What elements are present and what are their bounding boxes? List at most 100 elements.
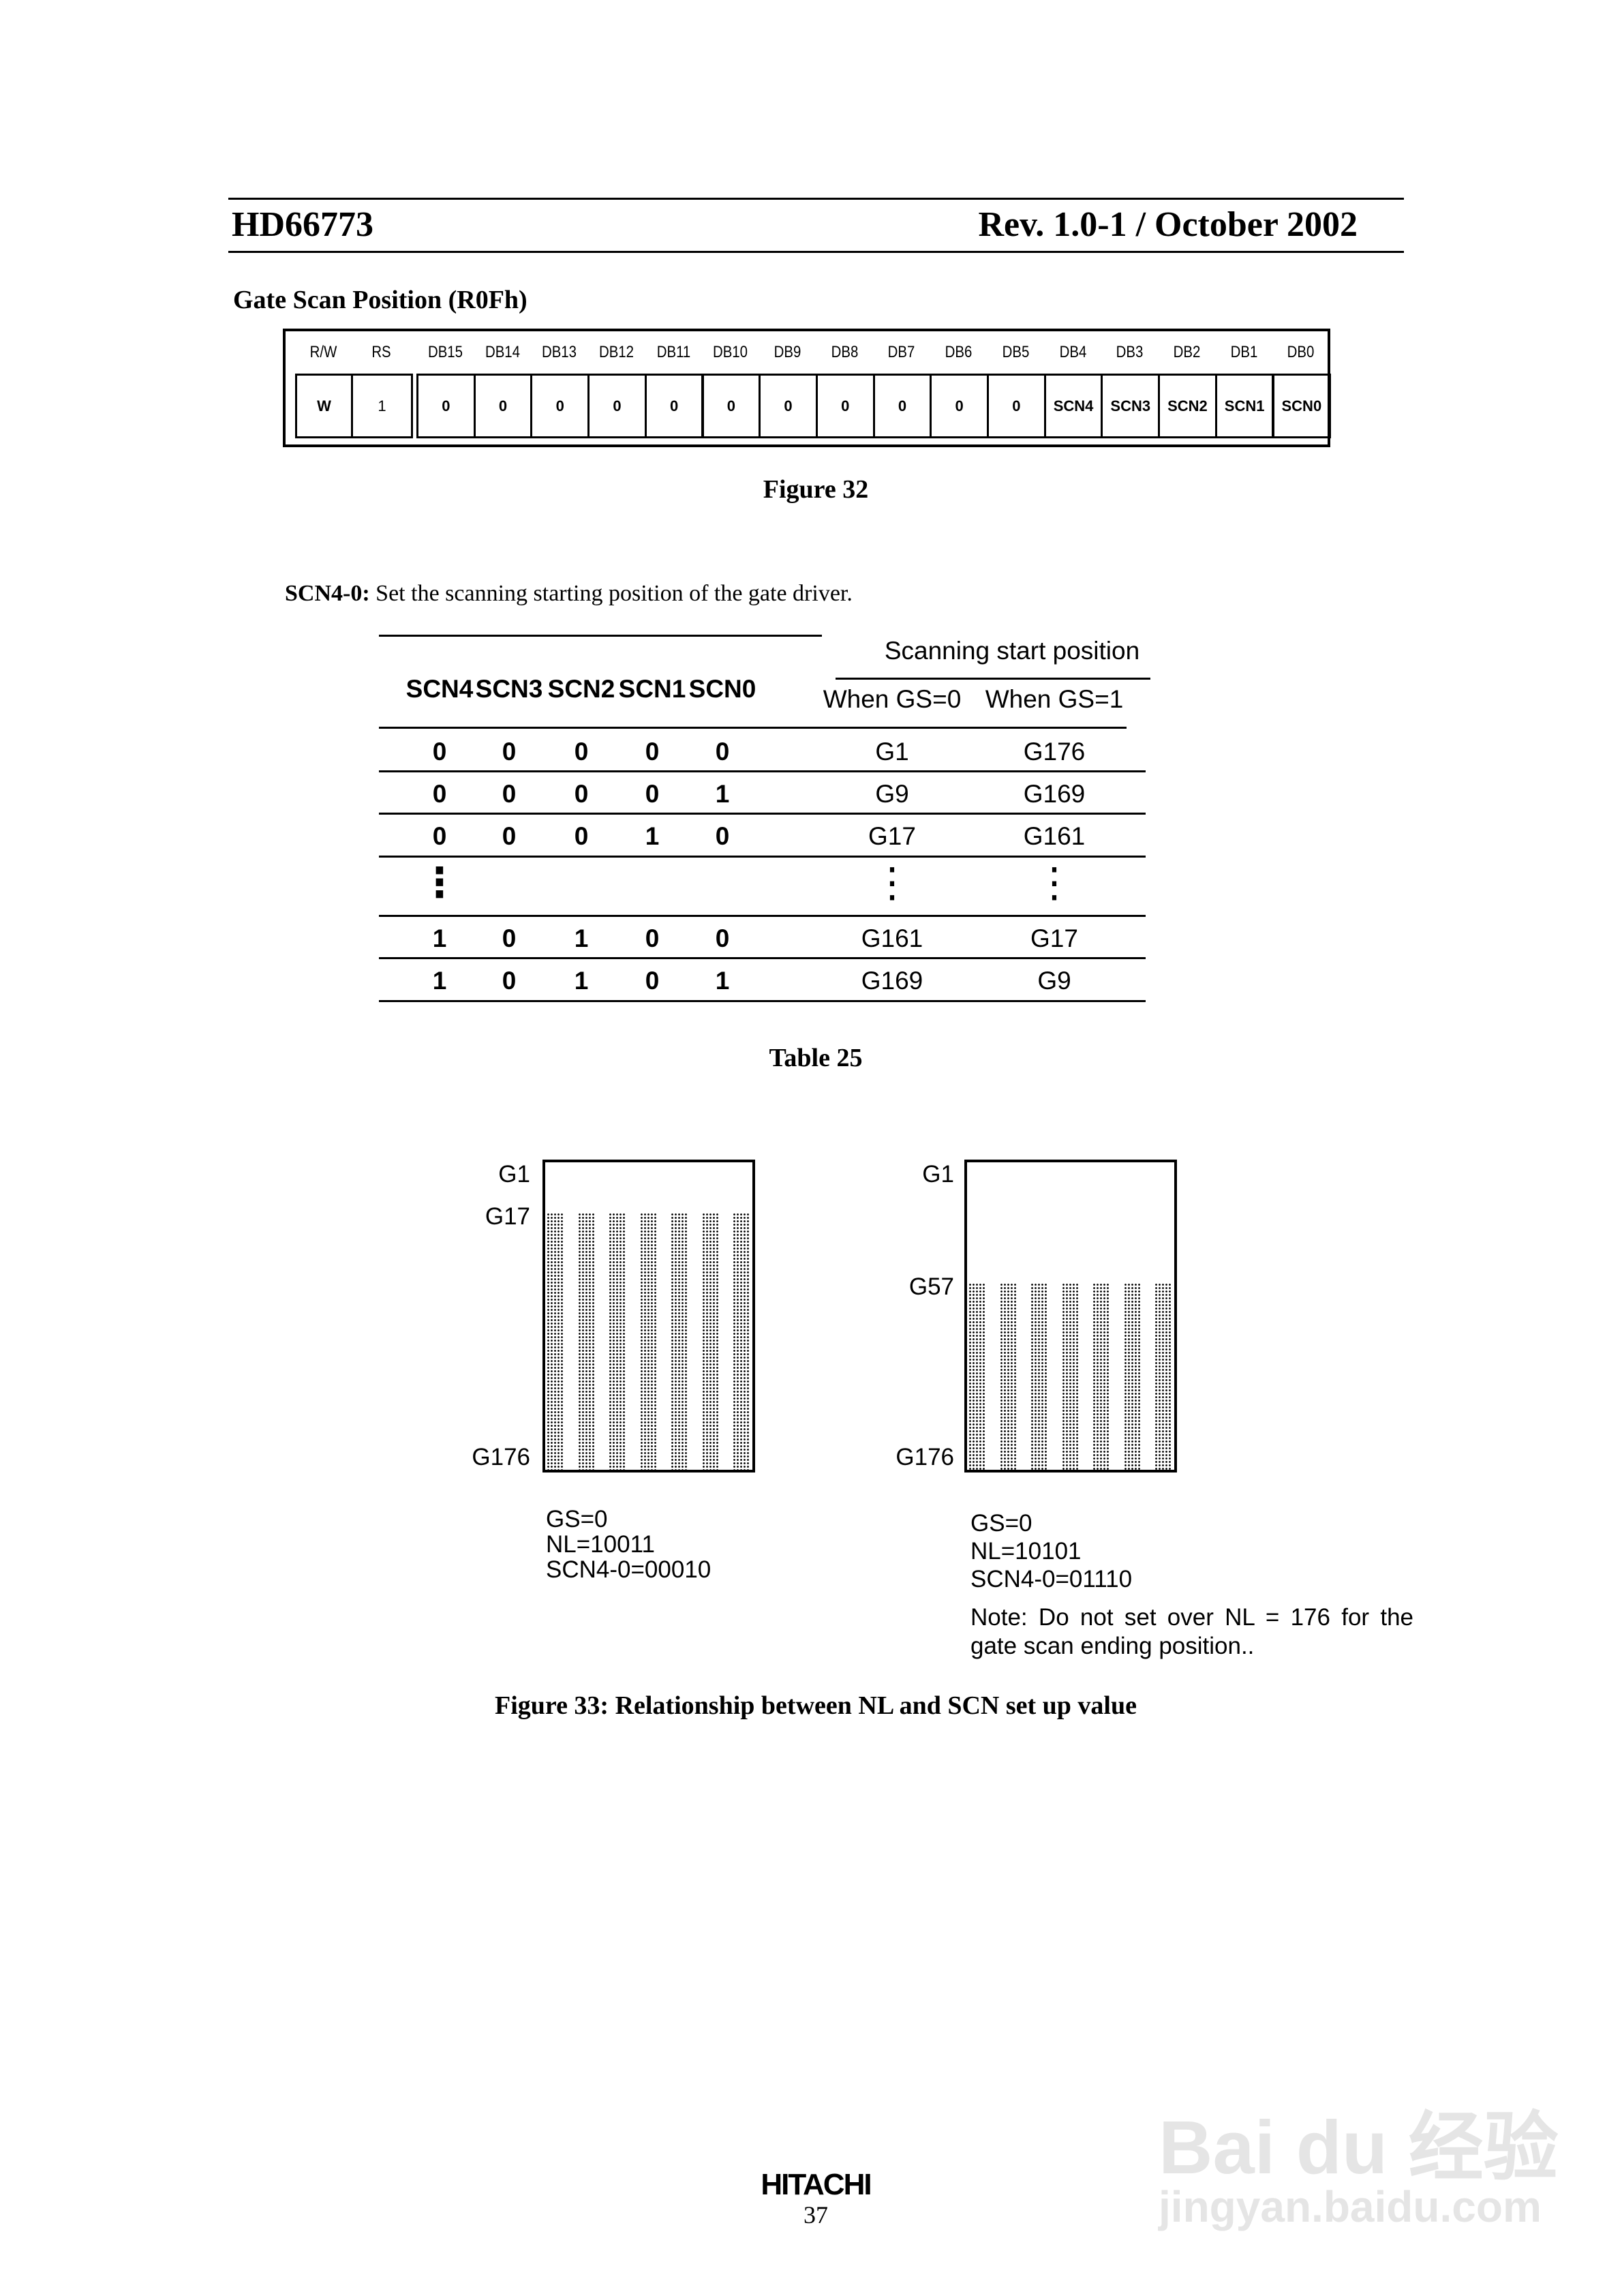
table-cell: 0 [432,822,447,850]
table-cell: G17 [1030,924,1078,952]
table-cell: G169 [1023,780,1086,808]
setting-line: NL=10101 [970,1538,1082,1565]
gate-label-top-label: G1 [498,1161,530,1188]
table-cell: 0 [502,780,517,808]
row-rule [379,957,1146,959]
register-label-db1: DB1 [1230,343,1257,361]
table-cell: 0 [645,738,660,766]
table-25: Scanning start position SCN4 SCN3 SCN2 SCN1… [0,0,1622,1023]
page-number: 37 [804,2201,828,2229]
scan-area-stripe [671,1213,687,1470]
register-label-db15: DB15 [427,343,463,361]
setting-line: SCN4-0=00010 [546,1556,711,1583]
hitachi-logo: HITACHI [761,2168,872,2201]
row-rule [379,856,1146,858]
table-cell: G9 [875,780,909,808]
table-cell: 1 [715,967,730,995]
scan-area-stripe [968,1282,985,1470]
scan-area-stripe [1092,1282,1109,1470]
setting-line: NL=10011 [546,1531,655,1558]
table-cell: G161 [1023,822,1086,850]
gate-label-end-label: G176 [472,1444,530,1470]
group-header: Scanning start position [884,637,1140,665]
register-label-db10: DB10 [713,343,748,361]
gate-panel-box [964,1160,1177,1472]
table-cell: G176 [1023,738,1086,766]
scan-area-stripe [1154,1282,1171,1470]
scan-area-stripe [701,1213,718,1470]
table-cell: 0 [432,780,447,808]
table-cell: 1 [432,924,447,952]
register-label-db8: DB8 [831,343,859,361]
figure-32-caption: Figure 32 [763,475,869,504]
table-cell: 0 [715,738,730,766]
header-top-rule [228,198,1404,200]
header-bottom-rule [228,251,1404,253]
register-label-db5: DB5 [1002,343,1030,361]
setting-line: GS=0 [546,1506,608,1532]
scan-area-stripe [1123,1282,1140,1470]
register-label-db6: DB6 [945,343,973,361]
register-label-db11: DB11 [656,343,690,361]
table-cell: G161 [861,924,923,952]
table-cell: 0 [502,967,517,995]
table-cell: 0 [502,924,517,952]
register-label-rw: R/W [309,343,337,361]
register-label-db14: DB14 [485,343,520,361]
figure-33-caption: Figure 33: Relationship between NL and S… [494,1691,1137,1720]
scn-description: SCN4-0: Set the scanning starting positi… [285,581,853,607]
column-header-scn0: SCN0 [688,675,756,703]
table-top-rule [379,635,822,637]
baidu-watermark-logo: Bai du 经验 [1159,2106,1559,2190]
scn-text: Set the scanning starting position of th… [369,581,853,606]
table-cell: 0 [574,738,589,766]
register-cell: SCN0 [1272,374,1332,438]
column-header-when-gs-0: When GS=0 [823,685,962,713]
table-cell: G1 [875,738,909,766]
table-cell: G169 [861,967,923,995]
table-cell: 0 [645,967,660,995]
register-label-db9: DB9 [774,343,801,361]
table-cell: 1 [574,967,589,995]
row-rule [379,770,1146,772]
scn-term: SCN4-0: [285,581,370,606]
section-title: Gate Scan Position (R0Fh) [233,286,527,314]
register-label-db4: DB4 [1059,343,1086,361]
table-cell: 1 [715,780,730,808]
setting-line: GS=0 [970,1510,1032,1537]
row-rule [379,915,1146,917]
table-cell: ⋮ [872,860,913,905]
table-cell: 0 [645,924,660,952]
scan-area-stripe [999,1282,1016,1470]
setting-line: SCN4-0=01110 [970,1566,1133,1592]
column-header-scn1: SCN1 [618,675,686,703]
row-rule [379,813,1146,815]
table-cell: 1 [645,822,660,850]
scan-area-stripe [1030,1282,1047,1470]
column-header-scn2: SCN2 [547,675,615,703]
register-diagram [283,329,1330,447]
register-label-rs: RS [371,343,391,361]
revision-text: Rev. 1.0-1 / October 2002 [978,205,1358,244]
scan-area-stripe [609,1213,625,1470]
table-cell: ⋮ [1034,860,1075,905]
register-cell: 1 [351,374,413,438]
table-cell: G17 [868,822,916,850]
table-cell: 0 [502,822,517,850]
gate-label-start-label: G57 [908,1273,954,1300]
register-label-db0: DB0 [1287,343,1315,361]
gate-label-top-label: G1 [922,1161,954,1188]
row-rule [379,1000,1146,1002]
column-header-scn3: SCN3 [475,675,543,703]
column-header-scn4: SCN4 [406,675,474,703]
table-cell: 0 [574,822,589,850]
baidu-watermark-url: jingyan.baidu.com [1159,2182,1542,2231]
register-label-db7: DB7 [888,343,915,361]
gate-label-start-label: G17 [485,1203,530,1230]
table-cell: 1 [432,967,447,995]
scan-area-stripe [639,1213,656,1470]
scan-area-stripe [1061,1282,1078,1470]
table-cell: 0 [432,738,447,766]
table-cell: 0 [715,924,730,952]
register-label-db12: DB12 [598,343,634,361]
